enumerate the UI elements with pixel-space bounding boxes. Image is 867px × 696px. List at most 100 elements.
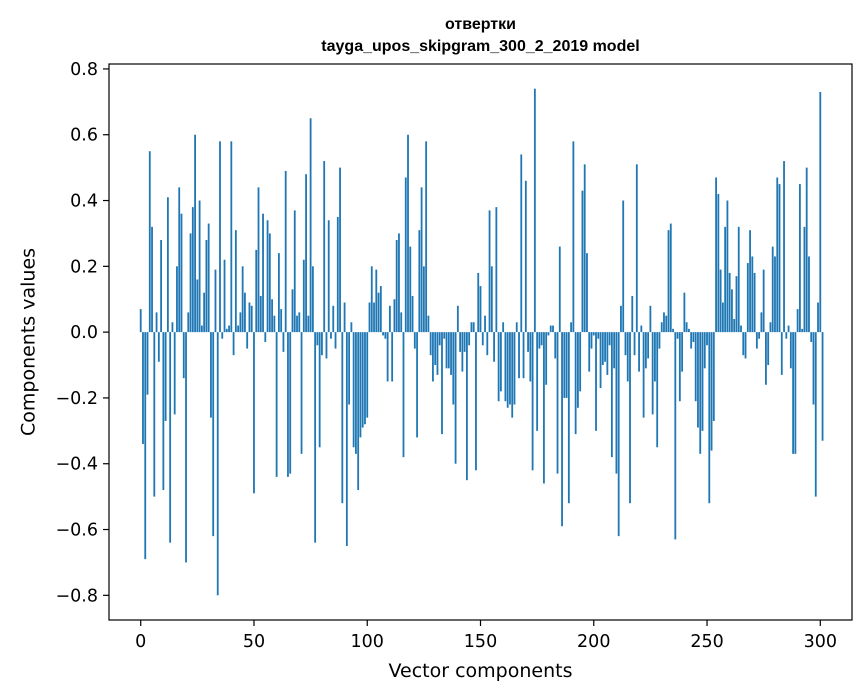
bar-287 [789, 332, 792, 369]
bar-8 [157, 332, 160, 362]
bar-199 [590, 332, 593, 349]
bar-152 [484, 315, 486, 333]
bar-239 [681, 332, 684, 372]
bar-288 [792, 332, 795, 454]
bar-273 [758, 332, 761, 339]
bar-268 [746, 263, 749, 333]
bar-71 [300, 332, 303, 454]
bar-241 [685, 322, 688, 333]
bar-166 [515, 322, 518, 333]
bar-242 [687, 328, 690, 333]
bar-243 [690, 332, 693, 349]
bar-2 [144, 332, 147, 560]
bar-99 [364, 332, 366, 425]
bar-245 [694, 332, 697, 402]
bar-292 [801, 328, 804, 333]
bar-88 [339, 167, 341, 333]
bar-195 [581, 190, 584, 333]
bar-182 [552, 325, 554, 333]
x-tick-label: 0 [135, 632, 146, 652]
bar-298 [814, 332, 817, 497]
bar-0 [139, 309, 142, 333]
y-tick-label: 0.0 [70, 323, 98, 343]
bar-108 [384, 332, 387, 339]
bar-216 [629, 332, 631, 504]
bar-4 [148, 151, 151, 333]
bar-184 [556, 332, 559, 474]
bar-123 [418, 230, 421, 333]
bar-82 [325, 332, 328, 359]
bar-series [139, 88, 824, 596]
bar-289 [794, 332, 797, 454]
bar-131 [436, 332, 439, 375]
bar-101 [368, 302, 371, 333]
y-tick-label: 0.4 [70, 192, 98, 212]
bar-210 [615, 332, 618, 474]
bar-226 [651, 332, 654, 415]
bar-66 [289, 332, 292, 474]
bar-190 [570, 322, 573, 333]
bar-111 [391, 332, 394, 382]
bar-283 [780, 332, 783, 375]
bar-213 [622, 200, 625, 333]
bar-158 [497, 332, 500, 402]
bar-169 [522, 332, 525, 379]
bar-225 [649, 305, 652, 333]
bar-181 [549, 325, 552, 333]
bar-274 [760, 312, 763, 333]
bar-118 [407, 134, 409, 333]
bar-75 [309, 118, 312, 333]
bar-110 [388, 305, 391, 333]
bar-206 [606, 332, 609, 375]
bar-137 [450, 332, 452, 375]
bar-167 [518, 332, 520, 379]
bar-149 [477, 272, 480, 333]
bar-204 [601, 332, 604, 366]
bar-29 [205, 240, 208, 333]
bar-15 [173, 332, 176, 415]
bar-94 [352, 332, 355, 448]
bar-103 [373, 302, 375, 333]
bar-236 [674, 332, 677, 540]
bar-160 [502, 322, 505, 333]
bar-281 [776, 177, 779, 333]
bar-60 [275, 332, 278, 477]
bar-128 [429, 332, 432, 356]
bar-115 [400, 312, 403, 333]
bar-126 [425, 141, 428, 333]
bar-148 [475, 332, 477, 471]
bar-203 [599, 332, 602, 389]
bar-205 [604, 332, 606, 362]
bar-294 [805, 167, 808, 333]
bar-64 [284, 170, 287, 333]
bar-290 [796, 309, 799, 333]
bar-170 [524, 180, 527, 333]
bar-125 [422, 266, 425, 333]
bar-20 [185, 332, 187, 563]
bar-220 [638, 332, 640, 372]
x-tick-label: 300 [804, 632, 837, 652]
bar-154 [488, 210, 491, 333]
bar-124 [420, 187, 423, 333]
bar-34 [216, 332, 219, 596]
bar-263 [735, 276, 738, 333]
bar-229 [658, 332, 661, 349]
bar-23 [191, 207, 194, 333]
bar-28 [203, 292, 206, 333]
bar-116 [402, 332, 405, 458]
bar-122 [416, 332, 418, 438]
bar-157 [495, 207, 498, 333]
x-tick-label: 200 [577, 632, 610, 652]
bar-40 [230, 141, 233, 333]
y-axis-ticks: −0.8 −0.6 −0.4 −0.2 0.0 0.2 0.4 0.6 0.8 [56, 60, 109, 606]
bar-135 [445, 332, 448, 369]
bar-194 [579, 332, 582, 392]
bar-52 [257, 187, 260, 333]
bar-73 [305, 174, 307, 333]
bar-221 [640, 325, 643, 333]
bar-284 [783, 161, 785, 333]
y-tick-label: 0.6 [70, 126, 98, 146]
bar-270 [751, 256, 754, 333]
bar-209 [613, 332, 616, 369]
bar-172 [529, 332, 532, 382]
